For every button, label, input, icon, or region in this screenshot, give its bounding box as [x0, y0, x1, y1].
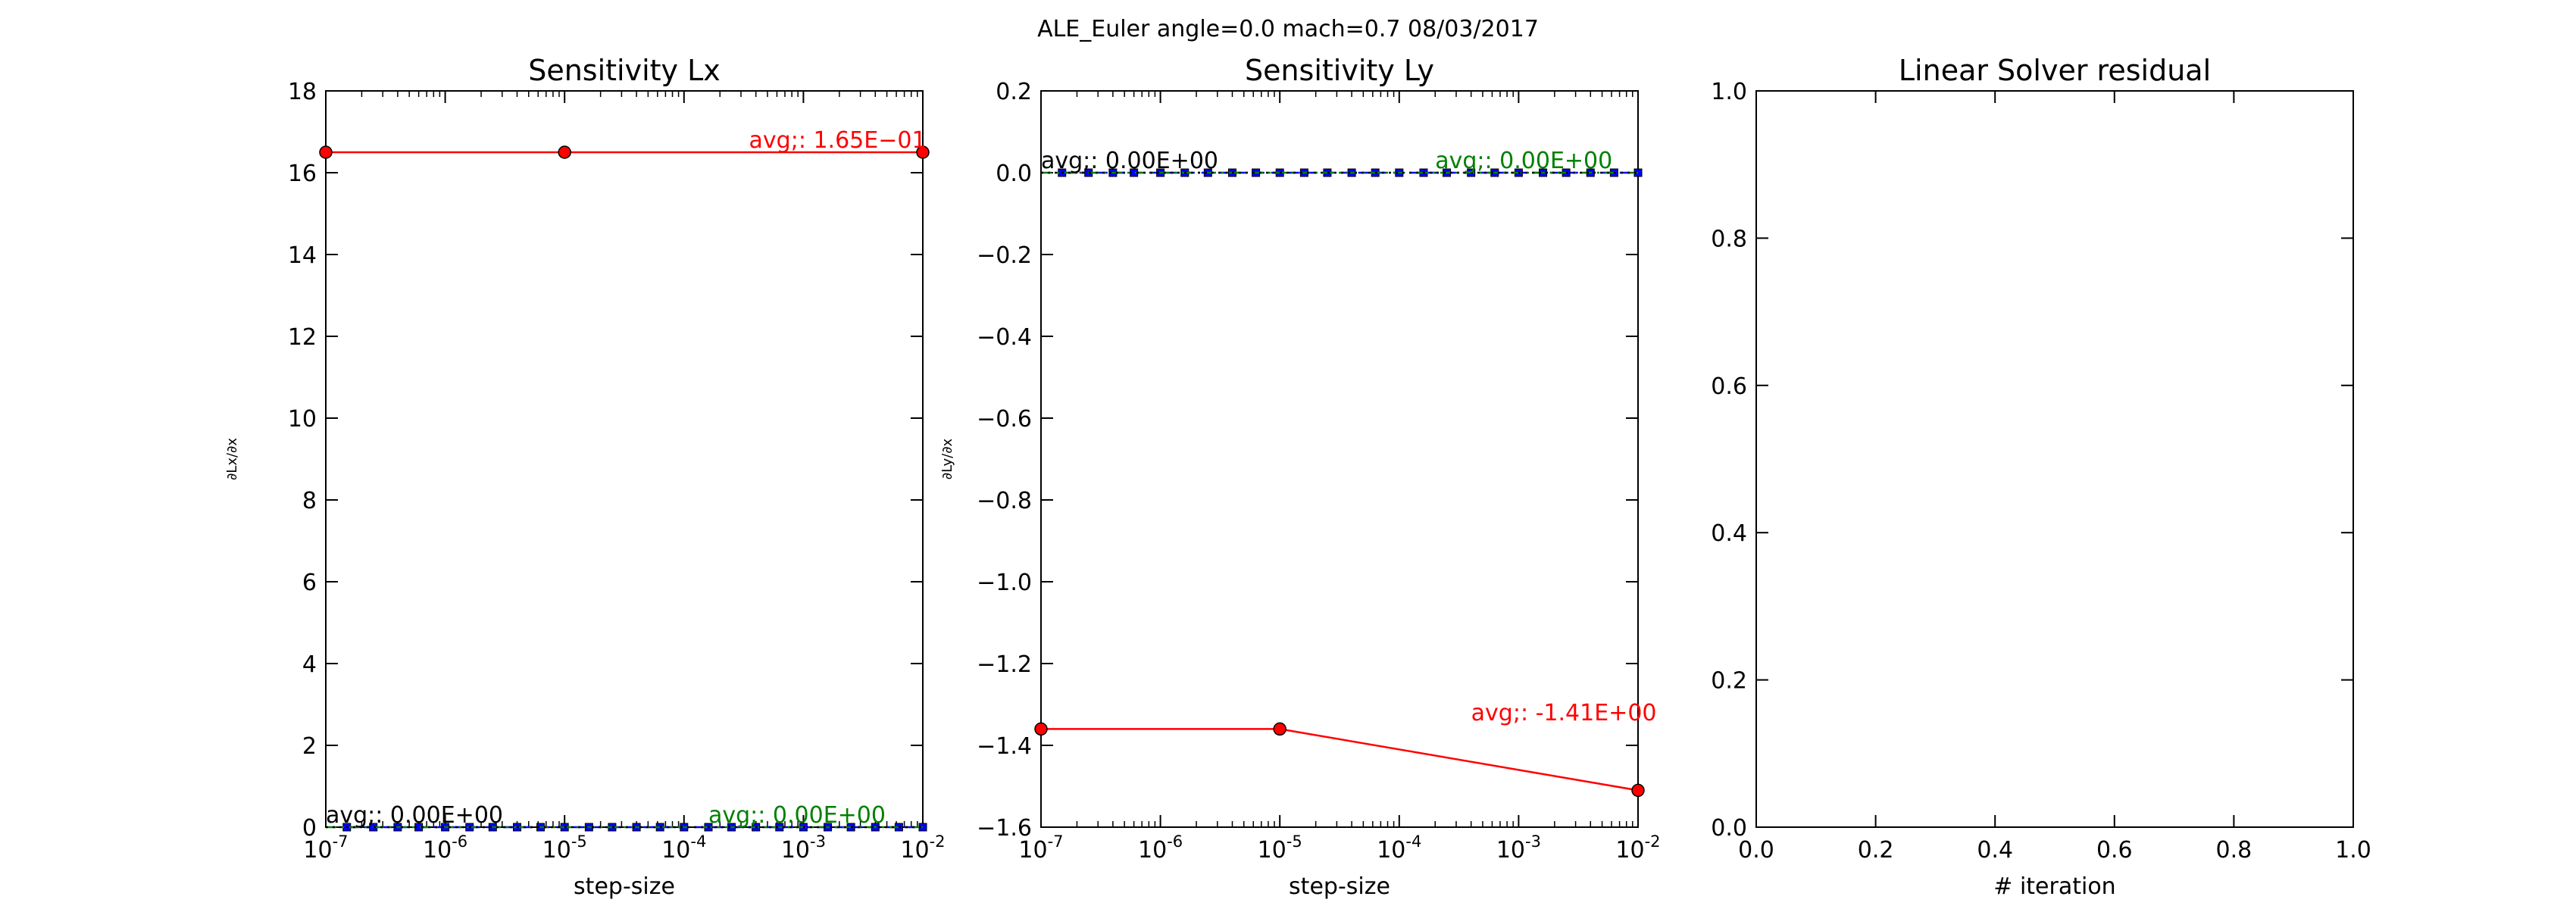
data-annotation: avg;: 0.00E+00 [1041, 148, 1218, 174]
x-tick-label-exponent: -4 [1405, 832, 1421, 851]
data-point [319, 145, 333, 159]
data-point [1273, 722, 1286, 736]
x-tick-label-base: 10 [542, 837, 571, 864]
x-tick-label-exponent: -6 [1167, 832, 1183, 851]
x-tick-label-exponent: -3 [1525, 832, 1541, 851]
y-tick-label: −1.4 [977, 733, 1032, 760]
x-tick-label: 0.0 [1738, 837, 1774, 864]
data-point [916, 145, 930, 159]
subplot-2: 10-7 10-6 10-5 10-4 10-3 10-20.20.0−0.2−0.4−0… [939, 54, 1661, 900]
x-tick-label-base: 10 [1377, 837, 1405, 864]
y-tick-label: −1.6 [977, 815, 1032, 842]
x-tick-label-base: 10 [1018, 837, 1047, 864]
y-tick-label: 0.0 [1711, 815, 1747, 842]
x-tick-label-base: 10 [303, 837, 332, 864]
data-annotation: avg;: 1.65E−01 [749, 127, 927, 154]
y-tick-label: 0.8 [1711, 226, 1747, 252]
x-tick-label-exponent: -5 [571, 832, 587, 851]
x-tick-label: 10-7 [303, 832, 348, 864]
subplot-title: Sensitivity Ly [1245, 54, 1434, 87]
x-tick-label: 10-3 [781, 832, 826, 864]
y-tick-label: 2 [302, 733, 317, 760]
y-tick-label: 0.4 [1711, 520, 1747, 547]
x-tick-label: 10-5 [1258, 832, 1302, 864]
x-tick-label: 0.8 [2216, 837, 2252, 864]
data-point [1034, 722, 1048, 736]
y-tick-label: 0.2 [1711, 668, 1747, 695]
x-tick-label-exponent: -3 [810, 832, 826, 851]
x-tick-label-exponent: -7 [1048, 832, 1064, 851]
y-tick-label: 8 [302, 488, 317, 514]
x-tick-label: 0.6 [2096, 837, 2133, 864]
y-axis-label: ∂Lx/∂x [224, 438, 240, 480]
x-tick-label: 0.4 [1977, 837, 2013, 864]
x-tick-label: 10-2 [900, 832, 945, 864]
x-tick-label-base: 10 [423, 837, 452, 864]
x-tick-label: 10-2 [1615, 832, 1660, 864]
y-tick-label: 18 [288, 79, 317, 105]
y-tick-label: 4 [302, 651, 317, 678]
subplot-3: 0.0 0.2 0.4 0.6 0.8 1.0 0.0 0.2 0.4 0.6 0.8 1.0 Line… [1711, 54, 2371, 900]
y-tick-label: −0.2 [977, 242, 1032, 269]
y-axis-label: ∂Ly/∂x [939, 438, 955, 479]
y-tick-label: 6 [302, 570, 317, 596]
x-tick-label-base: 10 [781, 837, 810, 864]
subplot-title: Sensitivity Lx [528, 54, 721, 87]
data-point [1631, 783, 1645, 798]
data-annotation: avg;: 0.00E+00 [326, 802, 503, 829]
figure-suptitle: ALE_Euler angle=0.0 mach=0.7 08/03/2017 [1037, 16, 1539, 42]
y-tick-label: −0.4 [977, 324, 1032, 351]
data-annotation: avg;: 0.00E+00 [708, 802, 886, 829]
y-tick-label: −0.8 [977, 488, 1032, 514]
y-tick-label: −1.0 [977, 570, 1032, 596]
subplot-title: Linear Solver residual [1899, 54, 2211, 87]
y-tick-label: −1.2 [977, 651, 1032, 678]
data-annotation: avg;: 0.00E+00 [1435, 148, 1612, 174]
y-tick-label: 16 [288, 161, 317, 187]
plot-area-frame [1755, 90, 2354, 828]
y-tick-label: 0.6 [1711, 373, 1747, 400]
x-tick-label-exponent: -5 [1286, 832, 1302, 851]
x-tick-label-exponent: -4 [690, 832, 706, 851]
y-tick-label: 12 [288, 324, 317, 351]
y-tick-label: −0.6 [977, 406, 1032, 433]
plot-area-frame [1040, 90, 1639, 828]
plot-area-frame [325, 90, 924, 828]
x-tick-label-base: 10 [1496, 837, 1525, 864]
y-tick-label: 0 [302, 815, 317, 842]
data-annotation: avg;: -1.41E+00 [1471, 700, 1657, 726]
x-tick-label: 10-7 [1018, 832, 1063, 864]
x-tick-label: 1.0 [2335, 837, 2371, 864]
x-tick-label: 10-4 [661, 832, 706, 864]
y-tick-label: 14 [288, 242, 317, 269]
x-tick-label: 0.2 [1858, 837, 1894, 864]
y-tick-label: 0.2 [996, 79, 1032, 105]
x-tick-label: 10-6 [1138, 832, 1183, 864]
x-tick-label-base: 10 [1615, 837, 1644, 864]
x-tick-label-base: 10 [900, 837, 929, 864]
y-tick-label: 10 [288, 406, 317, 433]
subplot-1: 10-7 10-6 10-5 10-4 10-3 10-2024681012141618S… [224, 54, 946, 900]
x-axis-label: # iteration [1993, 873, 2115, 900]
x-tick-label-base: 10 [1138, 837, 1167, 864]
x-tick-label: 10-5 [542, 832, 587, 864]
x-tick-label-base: 10 [1258, 837, 1286, 864]
x-axis-label: step-size [574, 873, 675, 900]
x-tick-label-exponent: -6 [452, 832, 467, 851]
x-tick-label: 10-6 [423, 832, 467, 864]
x-tick-label-exponent: -2 [1645, 832, 1661, 851]
x-tick-label-exponent: -7 [333, 832, 349, 851]
y-tick-label: 0.0 [996, 161, 1032, 187]
x-tick-label: 10-4 [1377, 832, 1421, 864]
x-tick-label: 10-3 [1496, 832, 1541, 864]
x-axis-label: step-size [1289, 873, 1390, 900]
data-point [558, 145, 571, 159]
y-tick-label: 1.0 [1711, 79, 1747, 105]
x-tick-label-exponent: -2 [930, 832, 946, 851]
x-tick-label-base: 10 [661, 837, 690, 864]
subplots-group: 10-7 10-6 10-5 10-4 10-3 10-2024681012141618S… [224, 54, 2371, 900]
